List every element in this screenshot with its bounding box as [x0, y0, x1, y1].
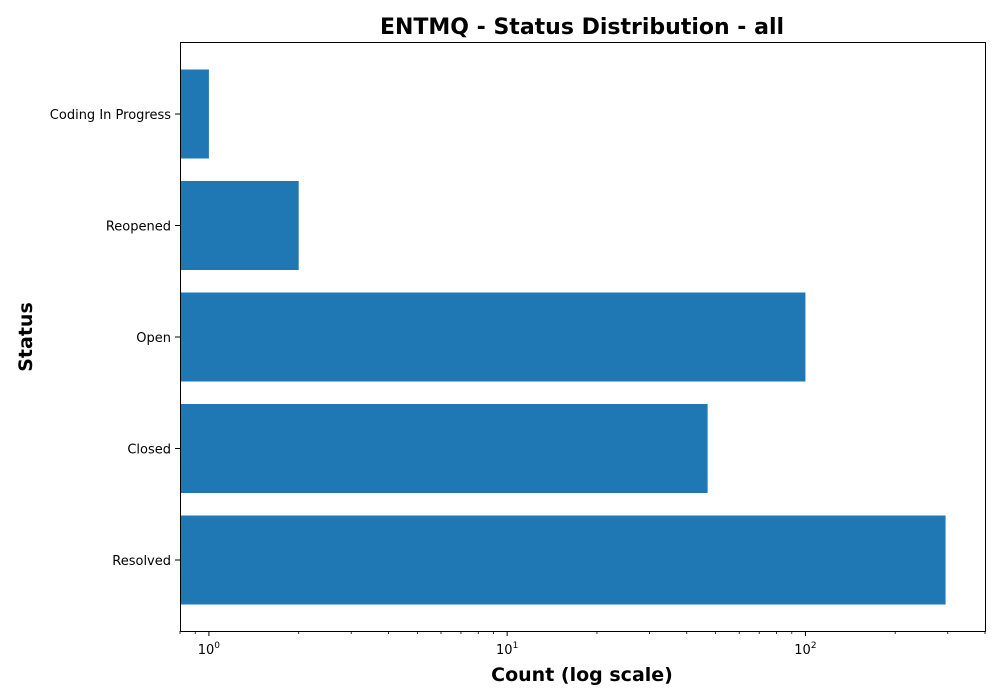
bar-reopened [180, 181, 299, 270]
x-tick-label: 101 [496, 641, 518, 658]
y-tick-label: Closed [127, 443, 171, 458]
x-axis-label: Count (log scale) [491, 664, 673, 686]
bar-resolved [180, 515, 946, 605]
y-axis: Coding In Progress Reopened Open Closed Reso… [50, 108, 180, 569]
y-tick-label: Open [136, 331, 171, 346]
x-tick-label: 100 [198, 641, 221, 658]
y-tick-label: Coding In Progress [50, 108, 171, 123]
x-axis: 100 101 102 [179, 631, 986, 658]
bar-closed [180, 404, 708, 493]
bar-coding-in-progress [180, 69, 209, 159]
bars-group [180, 69, 946, 605]
x-tick-label: 102 [794, 641, 816, 658]
bar-open [180, 292, 806, 382]
y-tick-label: Reopened [106, 220, 171, 235]
y-tick-label: Resolved [112, 554, 171, 569]
plot-frame [180, 42, 986, 632]
y-axis-label: Status [15, 302, 37, 372]
chart-title: ENTMQ - Status Distribution - all [380, 15, 784, 40]
